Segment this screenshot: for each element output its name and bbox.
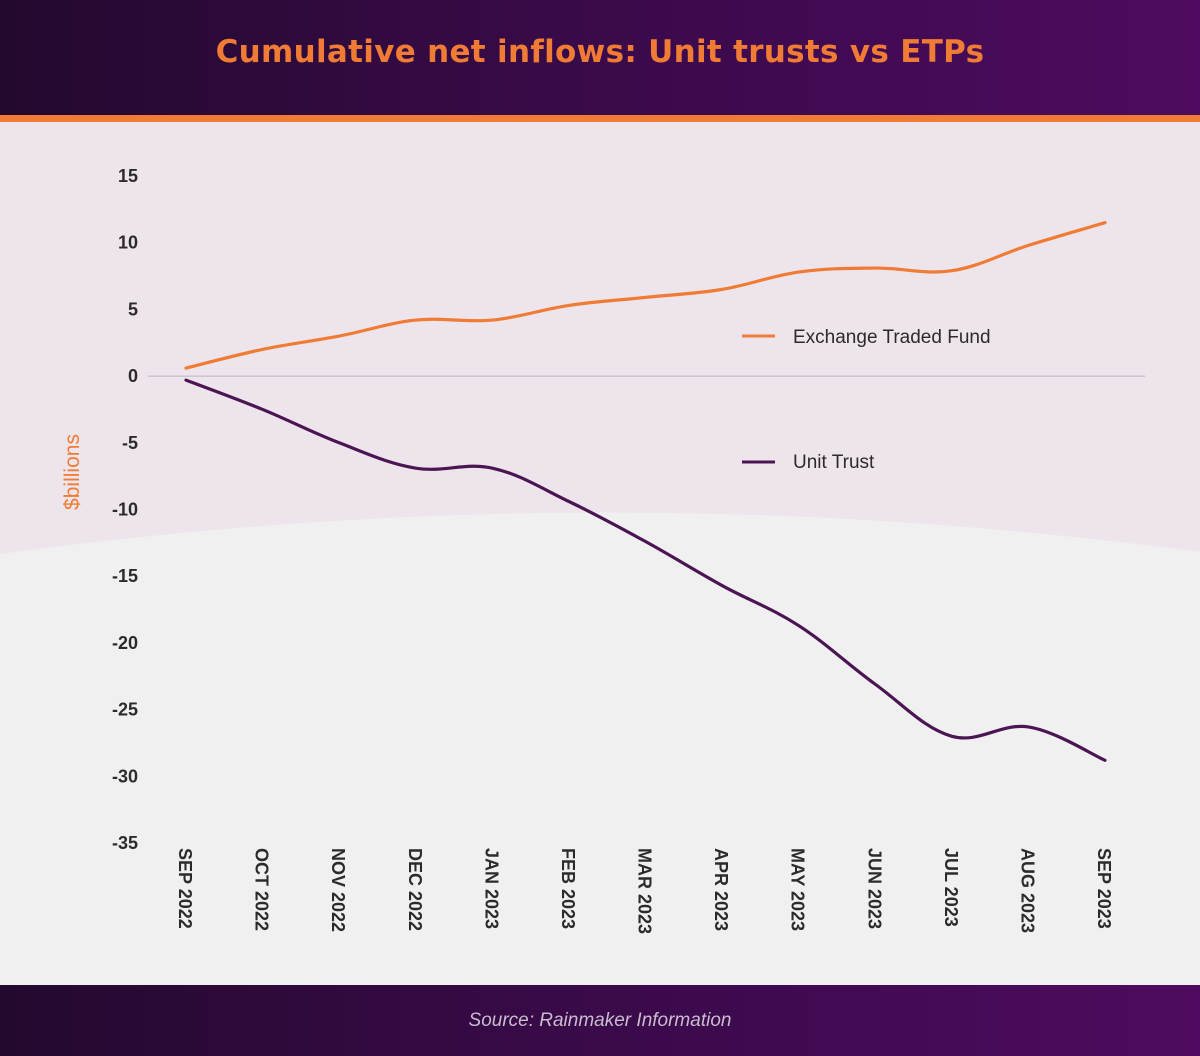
series-line-unit-trust [184, 378, 1107, 762]
x-tick-label: AUG 2023 [1017, 848, 1037, 933]
y-tick-label: -25 [112, 700, 138, 720]
x-tick-label: FEB 2023 [558, 848, 578, 929]
x-tick-label: MAR 2023 [635, 848, 655, 934]
y-tick-label: -15 [112, 566, 138, 586]
x-tick-label: OCT 2022 [252, 848, 272, 931]
line-chart: 15 10 5 0 -5 -10 -15 -20 -25 -30 -35 SEP 2022 OCT 2… [0, 122, 1200, 934]
x-tick-label: DEC 2022 [405, 848, 425, 931]
y-tick-label: -5 [122, 433, 138, 453]
legend: Exchange Traded Fund Unit Trust [742, 327, 991, 473]
footer-bar [0, 985, 1200, 1056]
x-tick-label: JUN 2023 [864, 848, 884, 929]
x-tick-label: SEP 2023 [1094, 848, 1114, 929]
series-line-exchange-traded-fund [184, 221, 1107, 370]
y-tick-label: -30 [112, 766, 138, 786]
x-tick-label: SEP 2022 [175, 848, 195, 929]
y-tick-label: 5 [128, 299, 138, 319]
header-bar [0, 0, 1200, 115]
y-tick-label: 15 [118, 166, 138, 186]
x-tick-label: NOV 2022 [328, 848, 348, 932]
source-note: Source: Rainmaker Information [468, 1010, 732, 1031]
x-tick-label: JAN 2023 [481, 848, 501, 929]
y-tick-label: 0 [128, 366, 138, 386]
y-axis-label: $billions [61, 434, 84, 510]
x-tick-label: APR 2023 [711, 848, 731, 931]
header-divider [0, 115, 1200, 122]
y-tick-label: -10 [112, 500, 138, 520]
y-tick-label: -35 [112, 833, 138, 853]
chart-title: Cumulative net inflows: Unit trusts vs E… [215, 34, 985, 70]
legend-label-exchange-traded-fund: Exchange Traded Fund [793, 327, 991, 348]
y-tick-label: -20 [112, 633, 138, 653]
y-tick-label: 10 [118, 233, 138, 253]
legend-label-unit-trust: Unit Trust [793, 452, 875, 473]
x-tick-label: JUL 2023 [941, 848, 961, 927]
x-tick-label: MAY 2023 [788, 848, 808, 931]
background-arc-shade [0, 122, 1200, 554]
